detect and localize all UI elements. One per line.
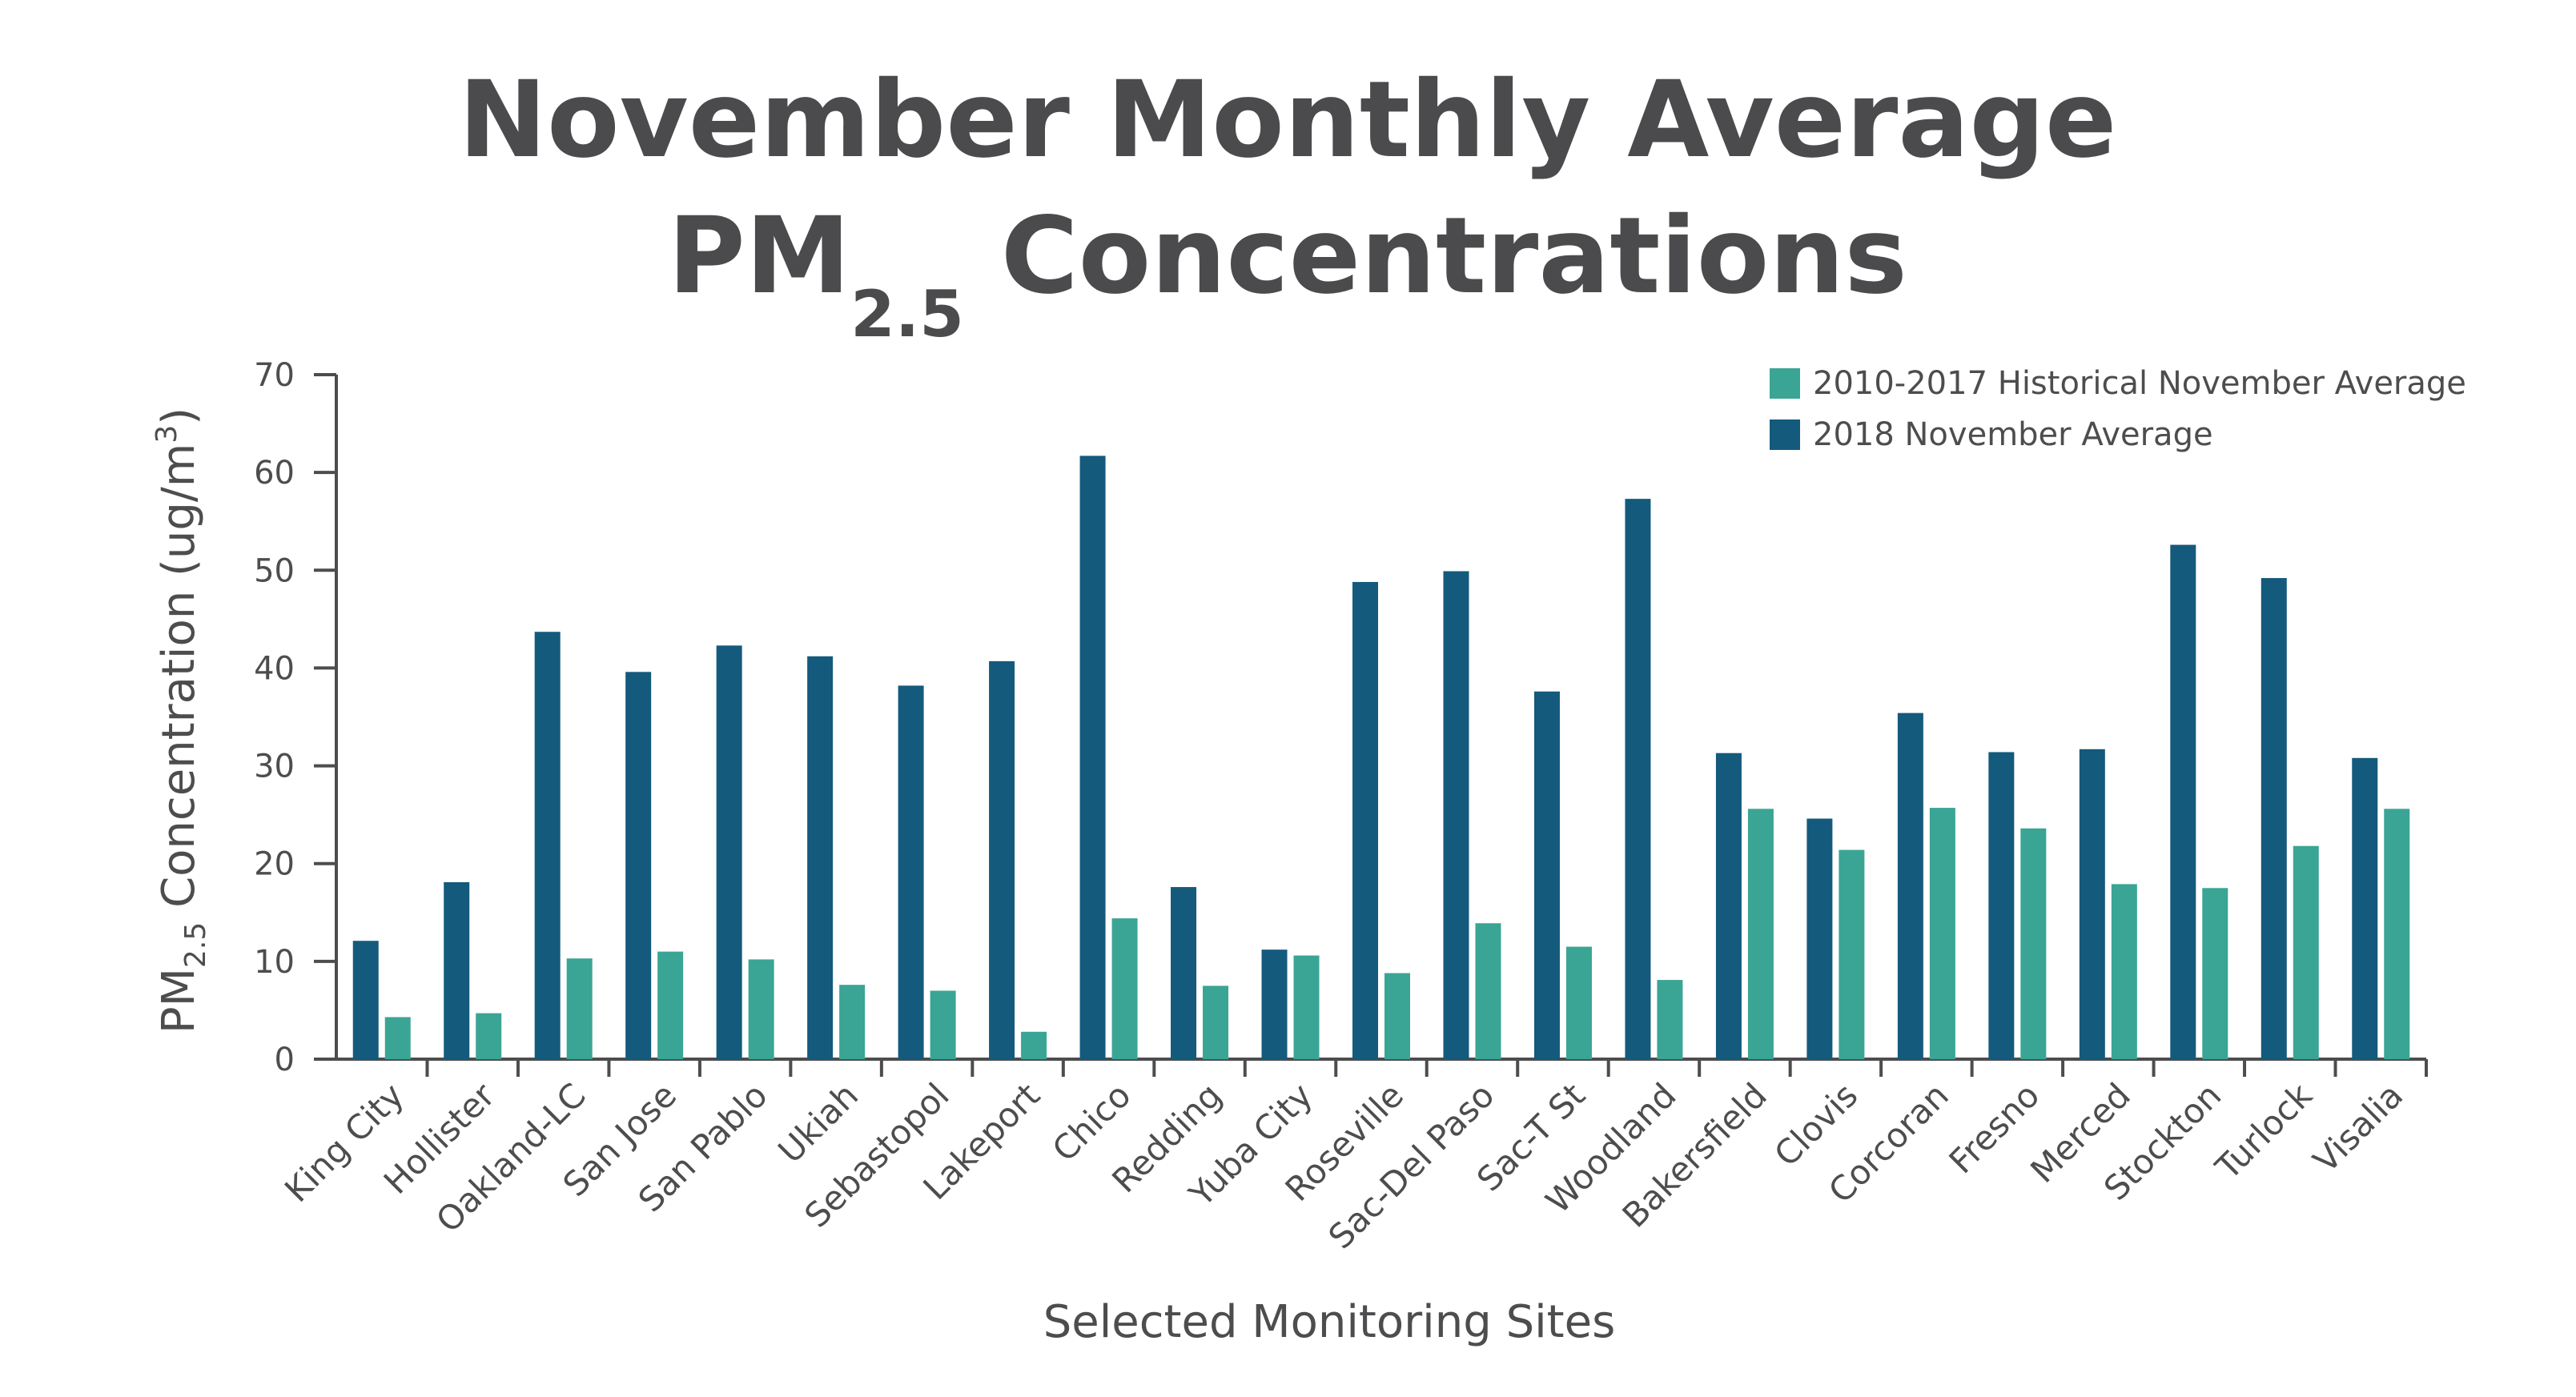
bar-2018	[1171, 887, 1197, 1059]
legend-label-2018: 2018 November Average	[1813, 416, 2213, 453]
bar-2018	[716, 645, 742, 1059]
legend: 2010-2017 Historical November Average 20…	[1770, 365, 2466, 453]
bar-historical	[1747, 809, 1774, 1059]
chart-title-line2: PM2.5 Concentrations	[668, 195, 1907, 351]
bar-historical	[1203, 986, 1229, 1059]
bar-2018	[1625, 499, 1651, 1059]
bar-historical	[2111, 884, 2137, 1059]
x-ticks	[425, 1059, 2428, 1077]
bar-historical	[748, 959, 774, 1059]
bar-2018	[534, 632, 561, 1059]
bars	[352, 456, 2410, 1059]
y-axis-label-pm: PM	[153, 968, 205, 1034]
chart-title-rest: Concentrations	[964, 195, 1907, 318]
bar-2018	[2170, 544, 2196, 1059]
y-tick-label: 40	[254, 650, 295, 687]
bar-2018	[1715, 753, 1742, 1059]
chart-title-pm: PM	[668, 195, 850, 318]
bar-historical	[1839, 849, 1865, 1059]
bar-2018	[352, 941, 379, 1059]
bar-historical	[657, 951, 684, 1059]
y-axis-label-sup: 3	[151, 425, 183, 444]
y-axis-label-close: )	[153, 407, 205, 425]
y-tick-label: 50	[254, 552, 295, 589]
bar-historical	[1021, 1031, 1047, 1059]
bar-2018	[807, 656, 834, 1059]
bar-2018	[2261, 578, 2287, 1059]
bar-2018	[2352, 757, 2378, 1059]
bar-historical	[839, 985, 866, 1059]
bar-historical	[2384, 809, 2410, 1059]
y-tick-label: 0	[275, 1042, 295, 1078]
bar-2018	[1261, 949, 1288, 1059]
bar-historical	[2202, 888, 2228, 1059]
x-tick-label: Turlock	[2208, 1075, 2320, 1187]
bar-historical	[1475, 923, 1501, 1059]
bar-historical	[2293, 845, 2319, 1059]
y-tick-label: 70	[254, 357, 295, 394]
bar-2018	[1533, 691, 1560, 1059]
bar-historical	[476, 1013, 502, 1059]
x-axis-label: Selected Monitoring Sites	[1043, 1296, 1616, 1348]
chart-title-line1: November Monthly Average	[459, 58, 2117, 182]
bar-2018	[1897, 713, 1923, 1059]
bar-2018	[2079, 749, 2105, 1059]
bar-historical	[1657, 980, 1683, 1059]
bar-2018	[898, 685, 924, 1059]
bar-2018	[1988, 752, 2015, 1059]
bar-historical	[384, 1017, 411, 1059]
bar-2018	[1079, 456, 1106, 1059]
chart-title-subscript: 2.5	[850, 277, 964, 351]
y-tick-label: 10	[254, 944, 295, 981]
bar-historical	[1384, 973, 1410, 1059]
bar-2018	[989, 660, 1015, 1059]
bar-historical	[1929, 808, 1955, 1059]
x-tick-label: Visalia	[2305, 1075, 2410, 1180]
y-axis-label: PM2.5 Concentration (ug/m3)	[151, 407, 212, 1034]
bar-historical	[566, 958, 593, 1059]
y-tick-label: 60	[254, 455, 295, 492]
bar-historical	[1111, 918, 1138, 1059]
y-ticks: 0 10 20 30 40 50 60 70	[254, 357, 336, 1078]
bar-2018	[1806, 818, 1833, 1059]
legend-swatch-historical	[1770, 368, 1800, 399]
bar-2018	[444, 881, 470, 1059]
y-axis-label-sub: 2.5	[179, 922, 212, 968]
bar-historical	[1565, 946, 1592, 1059]
y-tick-label: 30	[254, 749, 295, 785]
legend-swatch-2018	[1770, 420, 1800, 450]
bar-2018	[1352, 581, 1378, 1059]
bar-historical	[930, 990, 956, 1059]
bar-historical	[1293, 955, 1320, 1059]
bar-2018	[625, 672, 652, 1059]
legend-label-historical: 2010-2017 Historical November Average	[1813, 365, 2466, 402]
bar-2018	[1443, 571, 1469, 1059]
bar-historical	[2020, 828, 2047, 1059]
y-axis-label-rest: Concentration (ug/m	[153, 444, 205, 922]
y-tick-label: 20	[254, 846, 295, 883]
